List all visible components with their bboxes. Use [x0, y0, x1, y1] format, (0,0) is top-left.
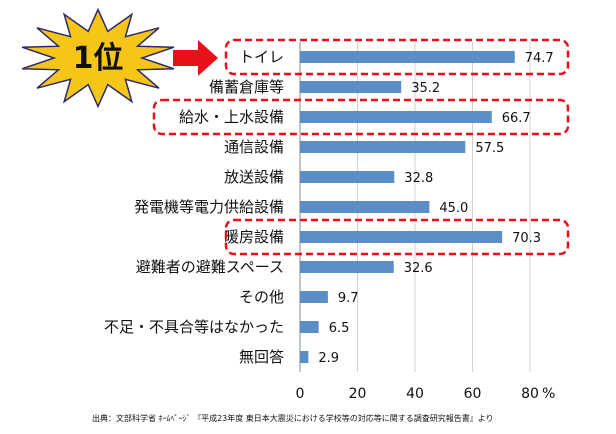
bar-4: [300, 141, 466, 153]
value-label: 32.8: [404, 171, 433, 186]
bar-8: [300, 261, 394, 273]
bar-5: [300, 171, 395, 183]
category-label: 無回答: [239, 348, 284, 366]
bar-9: [300, 291, 328, 303]
category-label: 発電機等電力供給設備: [134, 198, 284, 216]
starburst-icon: [21, 7, 175, 109]
category-labels: トイレ備蓄倉庫等給水・上水設備通信設備放送設備発電機等電力供給設備暖房設備避難者…: [104, 48, 284, 366]
highlight-boxes: [152, 38, 570, 256]
category-label: 避難者の避難スペース: [136, 258, 284, 276]
x-tick-label: 60: [464, 386, 482, 402]
bar-2: [300, 81, 402, 93]
category-label: 放送設備: [224, 168, 284, 186]
category-label: その他: [239, 288, 284, 306]
category-label: 暖房設備: [224, 228, 284, 246]
category-label: 給水・上水設備: [179, 108, 284, 126]
x-unit-label: %: [542, 386, 555, 402]
x-tick-label: 20: [349, 386, 367, 402]
arrow-right-icon: [173, 40, 218, 76]
bar-1: [300, 51, 515, 63]
highlight-box: [152, 98, 570, 136]
value-labels: 74.7 35.2 66.7 57.5 32.8 45.0 70.3 32.6 9.7 6.5 2.…: [318, 51, 553, 366]
bars: [300, 51, 515, 363]
category-label: トイレ: [239, 48, 284, 66]
value-label: 32.6: [404, 261, 433, 276]
value-label: 57.5: [475, 141, 504, 156]
highlight-box: [224, 38, 570, 76]
category-label: 備蓄倉庫等: [209, 78, 284, 96]
value-label: 9.7: [338, 291, 359, 306]
source-note: 出典：文部科学省 ﾎｰﾑﾍﾟｰｼﾞ 『平成23年度 東日本大震災における学校等の…: [92, 414, 494, 423]
x-tick-label: 40: [406, 386, 424, 402]
value-label: 45.0: [439, 201, 468, 216]
bar-6: [300, 201, 430, 213]
value-label: 74.7: [525, 51, 554, 66]
x-tick-label: 0: [296, 386, 305, 402]
value-label: 6.5: [329, 321, 350, 336]
value-label: 66.7: [502, 111, 531, 126]
value-label: 70.3: [512, 231, 541, 246]
bar-3: [300, 111, 492, 123]
value-label: 2.9: [318, 351, 339, 366]
category-label: 通信設備: [224, 138, 284, 156]
bar-7: [300, 231, 503, 243]
rank-badge: 1位: [21, 7, 218, 109]
category-label: 不足・不具合等はなかった: [104, 318, 284, 336]
x-tick-labels: 0 20 40 60 80: [296, 386, 539, 402]
highlight-box: [224, 218, 570, 256]
bar-10: [300, 321, 319, 333]
value-label: 35.2: [411, 81, 440, 96]
bar-11: [300, 351, 309, 363]
rank-text: 1位: [73, 41, 124, 76]
x-tick-label: 80: [521, 386, 539, 402]
